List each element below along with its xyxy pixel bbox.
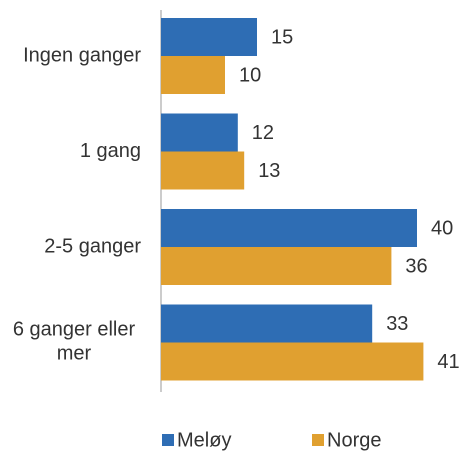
y-tick-label: 2-5 ganger — [44, 235, 141, 257]
legend-label: Norge — [327, 429, 381, 451]
data-label: 33 — [386, 313, 408, 335]
data-label: 41 — [437, 351, 459, 373]
y-tick-label: 6 ganger eller mer — [13, 319, 136, 365]
bar — [161, 247, 392, 285]
data-label: 10 — [239, 64, 261, 86]
legend-swatch — [162, 434, 174, 446]
data-label: 40 — [431, 217, 453, 239]
legend-swatch — [312, 434, 324, 446]
data-label: 36 — [405, 255, 427, 277]
data-label: 12 — [252, 122, 274, 144]
label-line: mer — [57, 343, 92, 365]
bar — [161, 342, 424, 381]
bar — [161, 56, 225, 94]
bar — [161, 113, 238, 152]
bar — [161, 18, 257, 56]
y-tick-label: 1 gang — [80, 140, 141, 162]
bar — [161, 209, 417, 247]
y-tick-label: Ingen ganger — [23, 44, 141, 66]
bar — [161, 151, 245, 190]
data-label: 15 — [271, 26, 293, 48]
label-line: 6 ganger eller — [13, 319, 136, 341]
data-label: 13 — [258, 160, 280, 182]
legend-label: Meløy — [177, 429, 231, 451]
bar — [161, 304, 373, 343]
